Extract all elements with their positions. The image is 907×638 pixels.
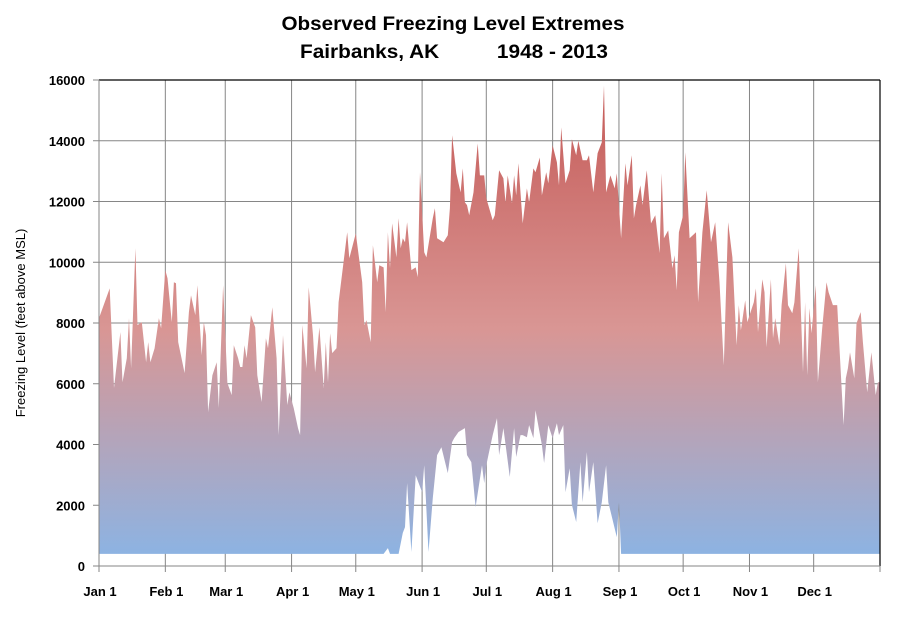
y-tick-label: 8000	[56, 316, 85, 331]
chart-subtitle: Fairbanks, AK 1948 - 2013	[300, 42, 608, 63]
x-axis-ticks: Jan 1 Feb 1 Mar 1 Apr 1 May 1 Jun 1 Jul 1 Aug 1…	[83, 566, 881, 599]
x-tick-label: Sep 1	[603, 584, 638, 599]
x-tick-label: Oct 1	[668, 584, 701, 599]
y-tick-label: 0	[78, 559, 85, 574]
y-tick-label: 6000	[56, 377, 85, 392]
x-tick-label: Jul 1	[472, 584, 502, 599]
y-tick-label: 4000	[56, 438, 85, 453]
x-tick-label: Aug 1	[536, 584, 572, 599]
y-axis-title: Freezing Level (feet above MSL)	[13, 229, 28, 418]
x-tick-label: Feb 1	[149, 584, 183, 599]
x-tick-label: Jan 1	[83, 584, 116, 599]
y-tick-label: 12000	[49, 195, 85, 210]
x-tick-label: Jun 1	[406, 584, 440, 599]
x-tick-label: Nov 1	[733, 584, 768, 599]
y-tick-label: 2000	[56, 498, 85, 513]
x-tick-label: Dec 1	[797, 584, 832, 599]
y-tick-label: 16000	[49, 73, 85, 88]
freezing-level-range-area	[99, 85, 880, 554]
x-tick-label: May 1	[339, 584, 375, 599]
y-tick-label: 14000	[49, 134, 85, 149]
x-tick-label: Apr 1	[276, 584, 309, 599]
chart-title: Observed Freezing Level Extremes	[282, 14, 625, 35]
y-axis-ticks: 0 2000 4000 6000 8000 10000 12000 14000 16000	[49, 73, 99, 574]
x-tick-label: Mar 1	[209, 584, 243, 599]
y-tick-label: 10000	[49, 255, 85, 270]
